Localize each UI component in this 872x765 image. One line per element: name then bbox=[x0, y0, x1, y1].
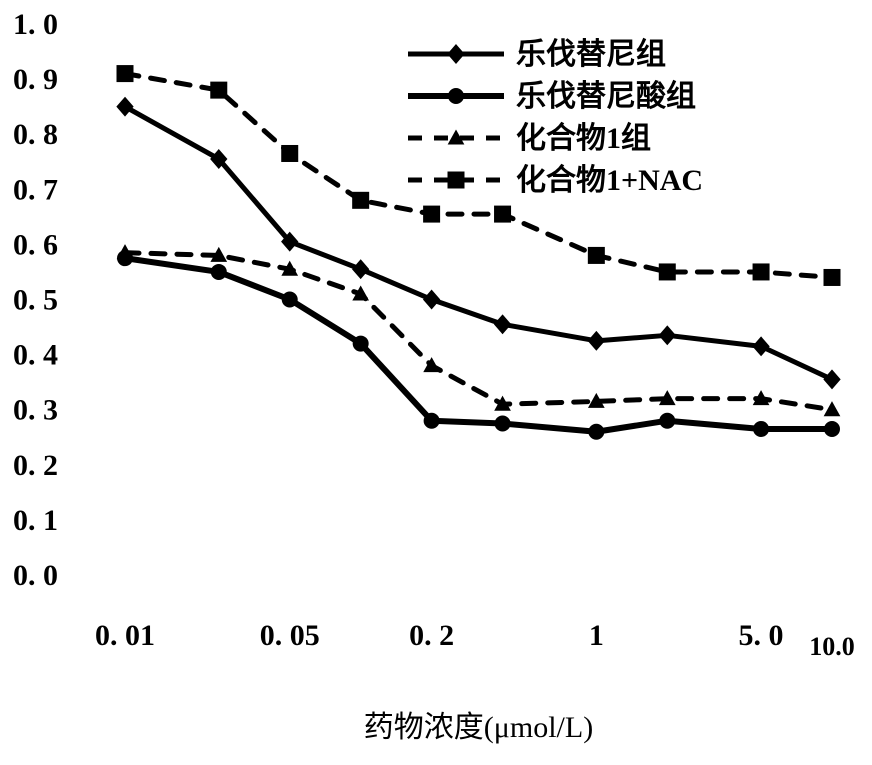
dose-response-chart: 0. 0 0. 1 0. 2 0. 3 0. 4 0. 5 0. 6 0. 7 0. 8 0. 9… bbox=[0, 0, 872, 765]
x-tick-label: 0. 05 bbox=[260, 619, 320, 652]
x-tick-label: 0. 2 bbox=[409, 619, 454, 652]
y-tick-label: 1. 0 bbox=[13, 8, 58, 41]
y-tick-label: 0. 6 bbox=[13, 228, 58, 261]
y-tick-label: 0. 2 bbox=[13, 449, 58, 482]
legend-label: 乐伐替尼组 bbox=[516, 37, 666, 71]
x-tick-label: 0. 01 bbox=[95, 619, 155, 652]
y-tick-label: 0. 9 bbox=[13, 63, 58, 96]
y-tick-label: 0. 5 bbox=[13, 284, 58, 317]
legend-label: 化合物1组 bbox=[516, 121, 651, 155]
x-tick-label: 10.0 bbox=[809, 632, 855, 661]
legend-label: 化合物1+NAC bbox=[516, 163, 703, 197]
y-tick-label: 0. 4 bbox=[13, 339, 58, 372]
y-axis-ticks: 0. 0 0. 1 0. 2 0. 3 0. 4 0. 5 0. 6 0. 7 0. 8 0. 9… bbox=[13, 8, 58, 592]
chart-container: 0. 0 0. 1 0. 2 0. 3 0. 4 0. 5 0. 6 0. 7 0. 8 0. 9… bbox=[0, 0, 872, 765]
y-tick-label: 0. 7 bbox=[13, 173, 58, 206]
y-tick-label: 0. 3 bbox=[13, 394, 58, 427]
y-tick-label: 0. 1 bbox=[13, 504, 58, 537]
y-tick-label: 0. 0 bbox=[13, 559, 58, 592]
x-tick-label: 1 bbox=[589, 619, 604, 652]
x-tick-label: 5. 0 bbox=[739, 619, 784, 652]
y-tick-label: 0. 8 bbox=[13, 118, 58, 151]
x-axis-title: 药物浓度(μmol/L) bbox=[364, 711, 593, 744]
legend-label: 乐伐替尼酸组 bbox=[516, 79, 696, 113]
